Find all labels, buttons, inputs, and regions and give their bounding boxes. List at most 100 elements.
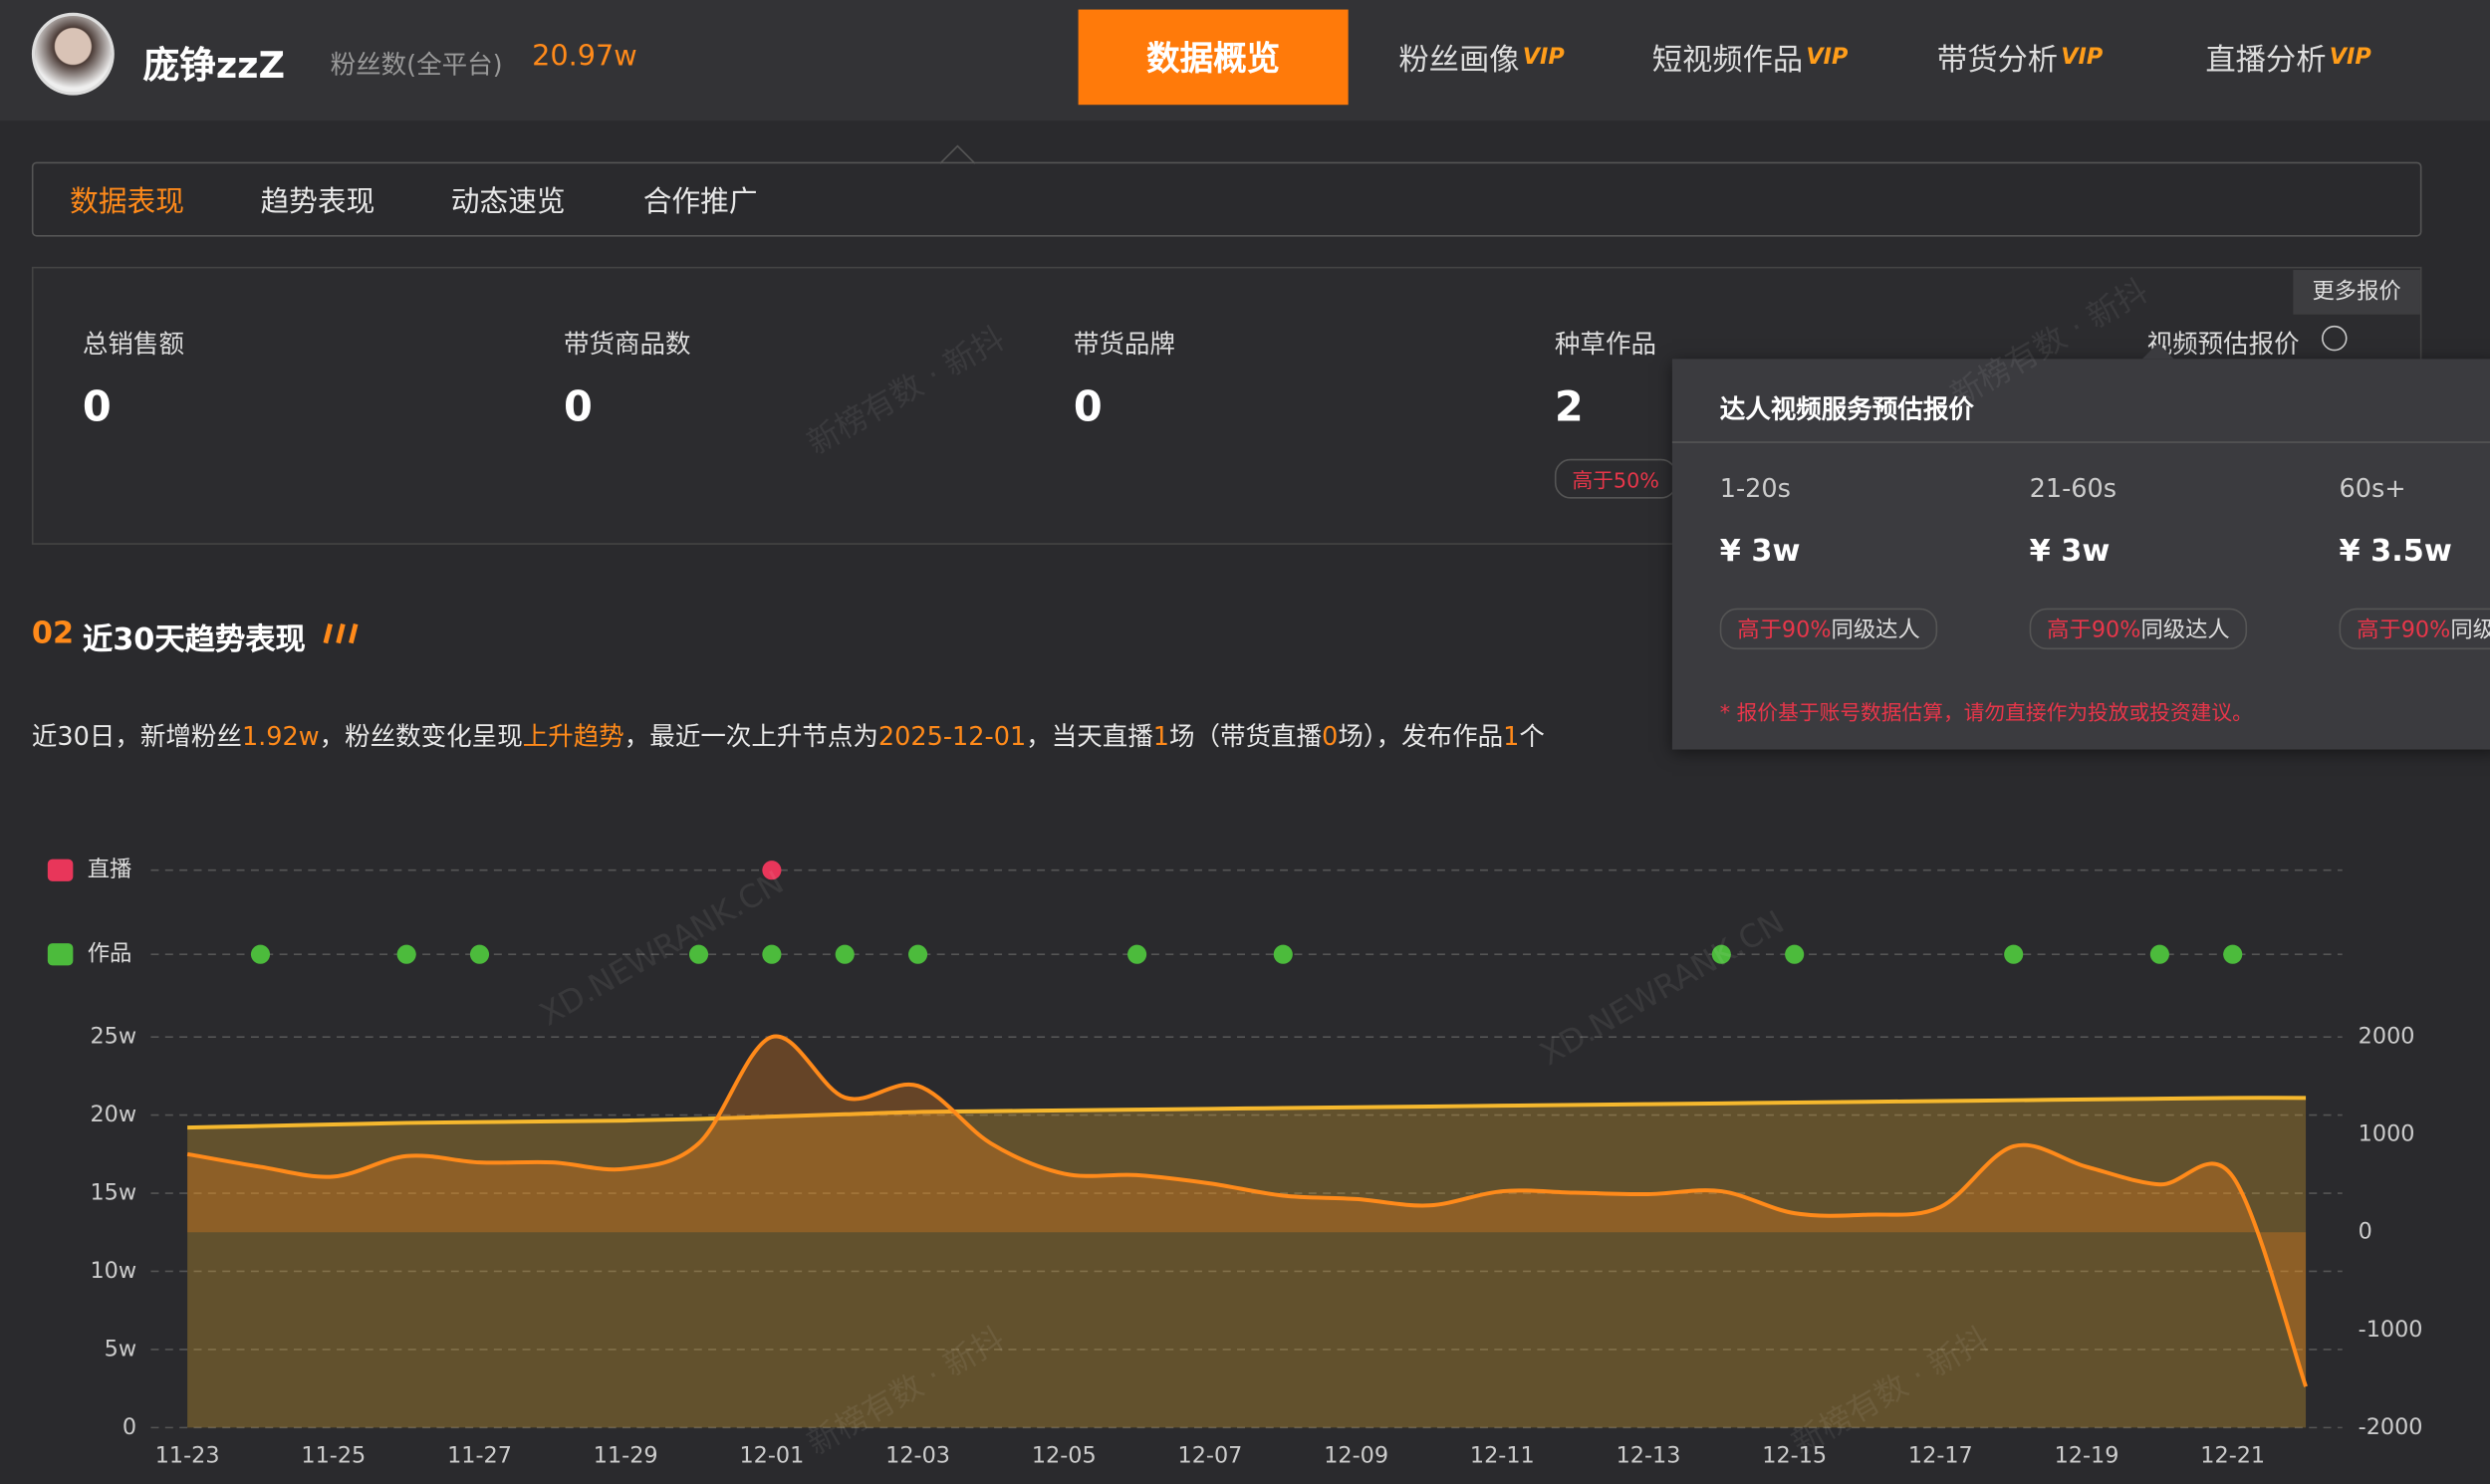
event-dot — [250, 944, 271, 964]
fans-label: 粉丝数(全平台) — [330, 49, 503, 80]
nav-item[interactable]: 短视频作品 VIP — [1616, 10, 1885, 106]
x-tick-label: 12-13 — [1617, 1443, 1681, 1469]
summary-text: ，当天直播 — [1026, 720, 1153, 752]
stat-label: 总销售额 — [82, 329, 184, 360]
popover-title: 达人视频服务预估报价 — [1719, 393, 1974, 424]
event-dot — [762, 944, 782, 964]
event-label: 直播 — [88, 857, 132, 882]
y2-tick-label: -1000 — [2359, 1317, 2423, 1343]
stat-label: 种草作品 — [1554, 329, 1656, 360]
stat-label: 视频预估报价 — [2146, 329, 2300, 360]
summary-highlight: 1 — [1152, 720, 1170, 752]
y-tick-label: 5w — [105, 1336, 136, 1361]
tab[interactable]: 趋势表现 — [260, 185, 375, 220]
x-tick-label: 12-15 — [1762, 1443, 1827, 1469]
rank-text: 同级达人 — [1831, 618, 1920, 643]
x-tick-label: 12-09 — [1324, 1443, 1388, 1469]
y-tick-label: 10w — [90, 1258, 136, 1284]
series-line — [187, 1096, 2307, 1130]
series-area — [187, 1036, 2307, 1387]
event-dot — [1711, 944, 1731, 964]
event-dot — [1273, 944, 1293, 964]
nav-item[interactable]: 粉丝画像 VIP — [1347, 10, 1617, 106]
rank-text: 同级达人 — [2140, 618, 2230, 643]
y2-tick-label: -2000 — [2359, 1414, 2423, 1440]
x-tick-label: 11-27 — [447, 1443, 512, 1469]
rank-text: 同级达人 — [2450, 618, 2490, 643]
event-dot — [1785, 944, 1805, 964]
nav-label: 带货分析 — [1936, 42, 2059, 78]
price: ¥ 3.5w — [2339, 533, 2452, 569]
avatar[interactable] — [31, 12, 115, 96]
rank-badge: 高于90%同级达人 — [2029, 608, 2248, 650]
tab[interactable]: 动态速览 — [450, 185, 566, 220]
summary-highlight: 0 — [1322, 720, 1339, 752]
tab[interactable]: 数据表现 — [70, 185, 184, 220]
event-dot — [469, 944, 490, 964]
summary-highlight: 1.92w — [241, 720, 320, 752]
nav-label: 短视频作品 — [1651, 42, 1804, 78]
x-tick-label: 12-11 — [1470, 1443, 1535, 1469]
duration: 1-20s — [1719, 473, 1791, 504]
nav-item[interactable]: 直播分析 VIP — [2153, 10, 2423, 106]
summary: 近30日，新增粉丝1.92w，粉丝数变化呈现上升趋势，最近一次上升节点为2025… — [32, 714, 1545, 752]
summary-text: ，粉丝数变化呈现 — [319, 720, 523, 752]
y-tick-label: 0 — [123, 1414, 136, 1440]
x-tick-label: 11-25 — [301, 1443, 366, 1469]
price: ¥ 3w — [1719, 533, 1801, 569]
stat-label: 带货品牌 — [1073, 329, 1175, 360]
series-area — [187, 1098, 2307, 1428]
rank-high: 高于90% — [2047, 618, 2141, 643]
stat-value: 0 — [1073, 383, 1103, 432]
summary-highlight: 上升趋势 — [522, 720, 624, 752]
event-dot — [2149, 944, 2169, 964]
event-icon — [47, 859, 74, 881]
event-icon — [47, 943, 74, 966]
stat-value: 0 — [564, 383, 593, 432]
duration: 21-60s — [2029, 473, 2117, 504]
user-name: 庞铮zzZ — [142, 46, 286, 88]
vip-badge: VIP — [1522, 44, 1565, 71]
summary-text: 场），发布作品 — [1338, 720, 1504, 752]
rank-badge: 高于90%同级达人 — [1719, 608, 1938, 650]
summary-text: 个 — [1519, 720, 1545, 752]
stat-value: 0 — [82, 383, 112, 432]
event-dot — [1127, 944, 1147, 964]
summary-text: 场（带货直播 — [1169, 720, 1323, 752]
vip-badge: VIP — [1806, 44, 1849, 71]
event-dot — [762, 861, 782, 880]
fans-value: 20.97w — [532, 39, 637, 74]
x-tick-label: 12-01 — [739, 1443, 804, 1469]
event-dot — [835, 944, 855, 964]
vip-badge: VIP — [2329, 44, 2371, 71]
summary-highlight: 1 — [1503, 720, 1520, 752]
notch — [939, 144, 975, 164]
divider — [1671, 441, 2490, 443]
nav-label: 直播分析 — [2205, 42, 2327, 78]
y-tick-label: 20w — [90, 1102, 136, 1127]
summary-highlight: 2025-12-01 — [877, 720, 1027, 752]
tab[interactable]: 合作推广 — [642, 185, 758, 220]
nav-label: 粉丝画像 — [1398, 42, 1520, 78]
y2-tick-label: 2000 — [2359, 1024, 2415, 1050]
nav-item[interactable]: 数据概览 — [1078, 9, 1349, 106]
trend-chart: 0 5w 10w 15w 20w 25w -2000 -1000 0 1000 2000 11-23 1… — [47, 857, 2423, 1469]
price: ¥ 3w — [2029, 533, 2111, 569]
event-dot — [2223, 944, 2243, 964]
price-popover: 达人视频服务预估报价 * 报价基于账号数据估算，请勿直接作为投放或投资建议。 1… — [1671, 343, 2490, 750]
event-dot — [907, 944, 928, 964]
help-icon[interactable] — [2322, 325, 2348, 352]
event-dot — [396, 944, 416, 964]
stat-value: 2 — [1554, 383, 1584, 432]
x-tick-label: 11-23 — [155, 1443, 220, 1469]
stat-label: 带货商品数 — [564, 329, 691, 360]
event-dot — [688, 944, 709, 964]
x-tick-label: 11-29 — [594, 1443, 658, 1469]
rank-high: 高于90% — [1737, 618, 1832, 643]
nav-item[interactable]: 带货分析 VIP — [1885, 10, 2155, 106]
more-button[interactable]: 更多报价 — [2293, 270, 2420, 315]
popover-note: * 报价基于账号数据估算，请勿直接作为投放或投资建议。 — [1719, 701, 2253, 726]
tab-bar — [31, 161, 2422, 237]
section-deco — [323, 623, 359, 644]
summary-text: 近30日，新增粉丝 — [31, 720, 242, 752]
